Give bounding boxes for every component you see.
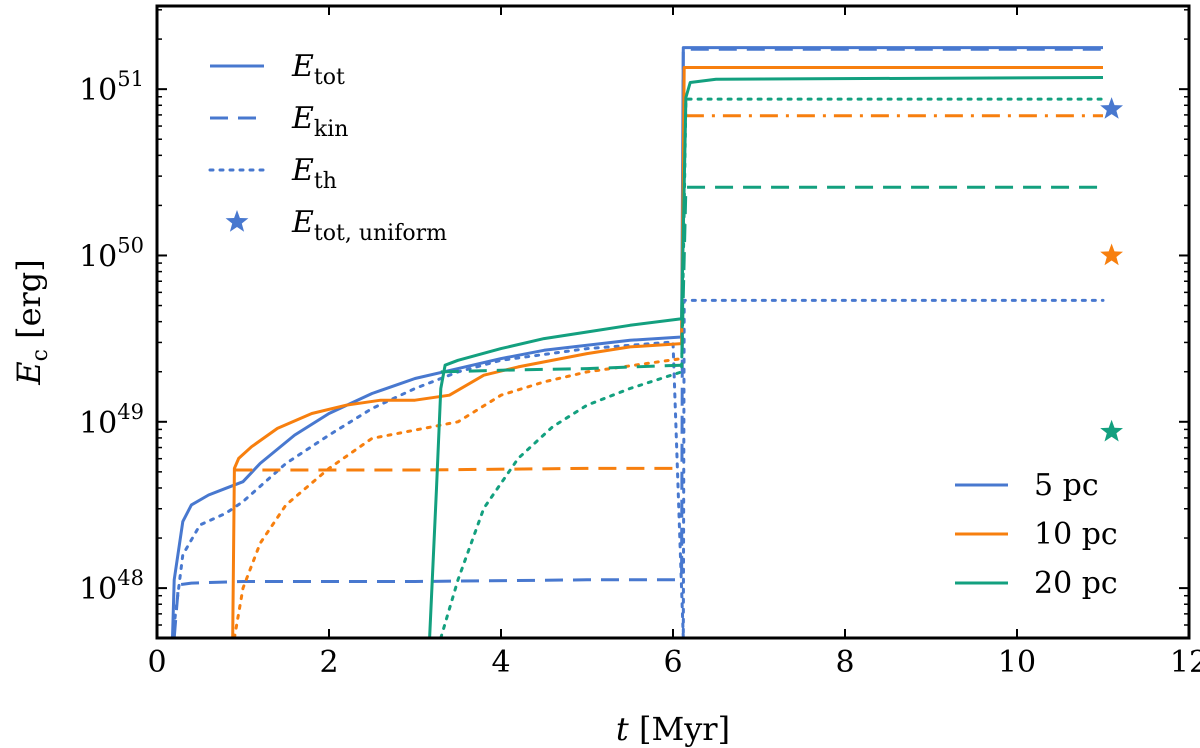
style-legend-label-0: Etot	[291, 49, 345, 90]
star-marker-0	[1100, 97, 1123, 119]
style-legend-swatch-3	[225, 210, 249, 232]
y-tick-label-1: 1049	[79, 400, 144, 441]
x-tick-label-4: 8	[835, 645, 854, 680]
x-tick-label-6: 12	[1170, 645, 1200, 680]
x-tick-label-1: 2	[319, 645, 338, 680]
y-tick-label-0: 1048	[79, 566, 144, 607]
style-legend-label-1: Ekin	[291, 101, 348, 142]
x-tick-label-5: 10	[998, 645, 1036, 680]
color-legend-label-1: 10 pc	[1034, 517, 1118, 552]
x-tick-label-3: 6	[663, 645, 682, 680]
color-legend-label-2: 20 pc	[1034, 566, 1118, 601]
x-axis: 0 2 4 6 8 10 12	[147, 6, 1200, 680]
x-tick-label-0: 0	[147, 645, 166, 680]
style-legend-label-2: Eth	[291, 153, 337, 194]
series-line-7	[428, 76, 1104, 638]
x-tick-label-2: 4	[491, 645, 510, 680]
series-layer	[171, 46, 1105, 638]
y-tick-label-3: 1051	[79, 67, 144, 108]
style-legend-label-3: Etot, uniform	[291, 205, 447, 246]
stars-layer	[1100, 97, 1123, 442]
series-line-4	[234, 466, 682, 472]
color-legend-label-0: 5 pc	[1034, 468, 1099, 503]
x-axis-label: t [Myr]	[616, 710, 730, 748]
color-legend: 5 pc 10 pc 20 pc	[955, 468, 1118, 601]
series-line-8	[440, 185, 1103, 374]
y-tick-label-2: 1050	[79, 233, 144, 274]
style-legend: Etot Ekin Eth Etot, uniform	[208, 49, 447, 246]
series-line-3	[231, 66, 1103, 638]
star-marker-1	[1100, 243, 1123, 266]
y-axis: 1048 1049 1050 1051	[79, 9, 1189, 626]
series-line-5	[232, 357, 684, 638]
series-line-2	[171, 298, 1105, 638]
star-marker-2	[1100, 419, 1123, 442]
series-line-9	[439, 97, 1105, 638]
series-line-0	[171, 46, 1103, 638]
y-axis-label: Ec [erg]	[10, 259, 53, 386]
